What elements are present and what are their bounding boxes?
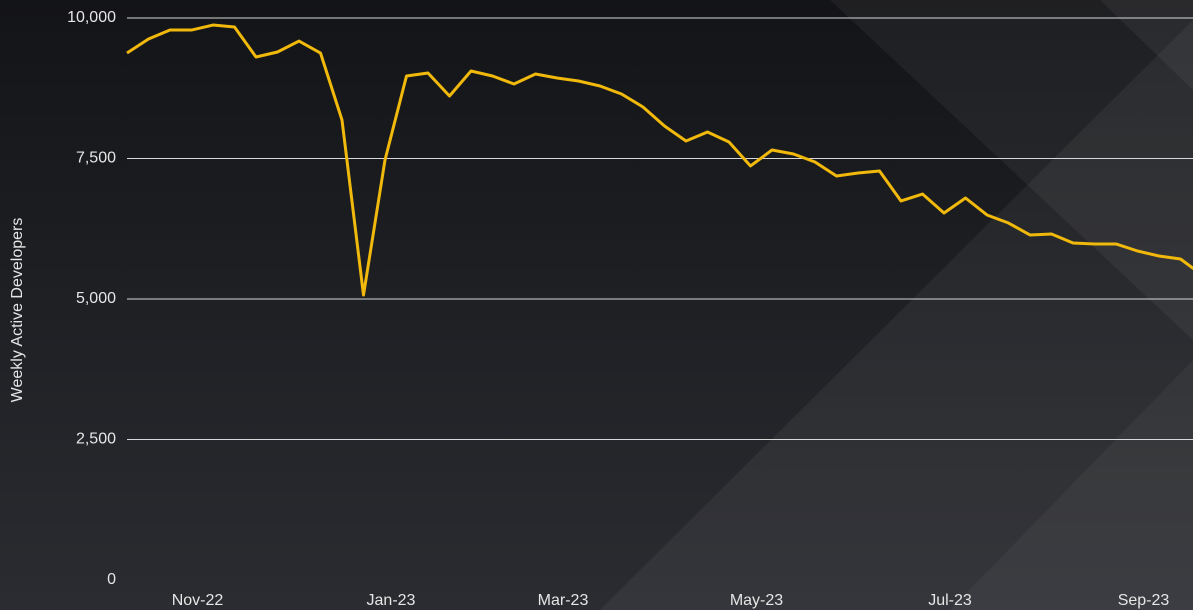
bg-shape	[950, 360, 1193, 610]
bg-shape	[600, 20, 1193, 610]
y-tick-label: 2,500	[76, 431, 116, 448]
x-tick-label: Sep-23	[1118, 592, 1170, 609]
bg-shape	[1100, 0, 1193, 90]
x-tick-label: Nov-22	[172, 592, 224, 609]
y-axis-label: Weekly Active Developers	[9, 218, 26, 403]
y-tick-label: 0	[107, 571, 116, 588]
x-tick-label: Jan-23	[367, 592, 416, 609]
x-tick-label: Jul-23	[928, 592, 972, 609]
y-tick-label: 5,000	[76, 290, 116, 307]
y-tick-label: 10,000	[67, 9, 116, 26]
x-tick-label: Mar-23	[538, 592, 589, 609]
x-tick-label: May-23	[730, 592, 783, 609]
bg-shape	[830, 0, 1193, 340]
y-tick-label: 7,500	[76, 150, 116, 167]
data-line	[126, 23, 1193, 297]
